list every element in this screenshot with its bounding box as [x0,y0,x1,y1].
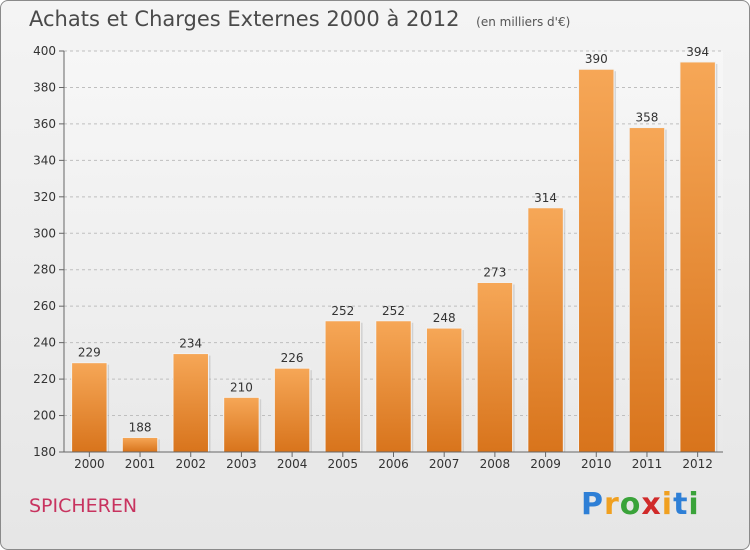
bar-2011 [628,127,666,453]
data-label-2008: 273 [483,265,506,279]
x-tick-label-2003: 2003 [226,457,257,471]
data-label-2005: 252 [331,304,354,318]
x-tick-label-2008: 2008 [480,457,511,471]
x-tick-label-2002: 2002 [175,457,206,471]
x-tick-label-2004: 2004 [277,457,308,471]
y-tick-label: 220 [33,372,56,386]
logo-letter: t [673,487,689,522]
bar-2012 [679,61,716,453]
x-tick-label-2000: 2000 [74,457,105,471]
data-label-2003: 210 [230,380,253,394]
logo-letter: r [604,487,620,522]
x-tick-label-2001: 2001 [125,457,156,471]
bar-2009 [527,207,564,453]
x-tick-label-2006: 2006 [378,457,409,471]
data-label-2007: 248 [433,311,456,325]
y-tick-label: 280 [33,263,56,277]
bar-2004 [273,367,311,453]
data-label-2000: 229 [78,346,101,360]
x-tick-label-2011: 2011 [632,457,663,471]
y-tick-label: 320 [33,190,56,204]
proxiti-logo: Proxiti [581,487,700,522]
bar-2008 [476,281,514,453]
y-tick-label: 400 [33,44,56,58]
logo-letter: i [661,487,674,522]
y-tick-label: 240 [33,336,56,350]
logo-letter: o [619,487,642,522]
bar-2005 [324,320,362,453]
y-tick-label: 340 [33,153,56,167]
logo-letter: x [641,487,662,522]
data-label-2012: 394 [686,45,709,59]
x-tick-label-2005: 2005 [328,457,359,471]
x-tick-label-2010: 2010 [581,457,612,471]
data-label-2004: 226 [281,351,304,365]
y-tick-label: 360 [33,117,56,131]
bar-2002 [172,353,209,453]
bar-2001 [121,436,159,453]
x-tick-label-2009: 2009 [530,457,561,471]
y-tick-label: 260 [33,299,56,313]
bar-2003 [223,396,260,453]
bar-2000 [71,362,108,453]
x-tick-label-2012: 2012 [682,457,713,471]
y-tick-label: 180 [33,445,56,459]
y-tick-label: 380 [33,80,56,94]
data-label-2006: 252 [382,304,405,318]
chart-unit: (en milliers d'€) [476,15,571,29]
data-label-2002: 234 [179,337,202,351]
data-label-2010: 390 [585,52,608,66]
y-tick-label: 200 [33,409,56,423]
commune-name: SPICHEREN [29,495,138,517]
bar-2007 [425,327,463,453]
chart-title: Achats et Charges Externes 2000 à 2012 (… [29,7,570,31]
data-label-2011: 358 [636,111,659,125]
x-tick-label-2007: 2007 [429,457,460,471]
data-label-2001: 188 [129,420,152,434]
logo-letter: P [581,487,604,522]
data-label-2009: 314 [534,191,557,205]
bar-2010 [578,68,615,453]
chart-title-text: Achats et Charges Externes 2000 à 2012 [29,7,460,31]
bar-2006 [375,320,412,453]
logo-letter: i [688,487,700,522]
y-tick-label: 300 [33,226,56,240]
